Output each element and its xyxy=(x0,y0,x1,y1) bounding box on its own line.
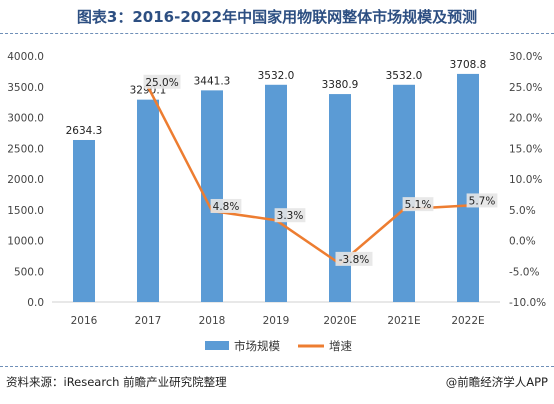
growth-line xyxy=(146,86,469,266)
bar-value-label: 3708.8 xyxy=(450,59,487,71)
bar xyxy=(137,99,159,303)
bar-value-label: 3532.0 xyxy=(258,70,295,82)
bar-value-label: 3380.9 xyxy=(322,79,359,91)
growth-label-bg xyxy=(466,193,498,208)
x-tick-label: 2022E xyxy=(451,315,484,327)
y-left-tick-label: 1000.0 xyxy=(7,236,44,248)
y-right-tick-label: 30.0% xyxy=(509,51,542,63)
y-right-tick-label: 25.0% xyxy=(509,82,542,94)
growth-value-label: -3.8% xyxy=(339,254,369,266)
bar-value-label: 3441.3 xyxy=(194,75,231,87)
bar xyxy=(457,73,479,302)
bar xyxy=(329,94,351,303)
growth-label-bg xyxy=(143,74,181,89)
growth-value-label: 5.7% xyxy=(469,195,496,207)
growth-value-label: 25.0% xyxy=(145,77,178,89)
footer-divider xyxy=(0,366,554,367)
y-left-tick-label: 500.0 xyxy=(14,266,44,278)
legend-label-bar: 市场规模 xyxy=(234,339,280,353)
growth-label-bg xyxy=(402,197,434,212)
x-tick-label: 2018 xyxy=(199,315,226,327)
bar xyxy=(73,139,95,302)
credit-note: @前瞻经济学人APP xyxy=(445,375,548,389)
legend-label-line: 增速 xyxy=(329,339,352,353)
bar-value-label: 3532.0 xyxy=(386,70,423,82)
chart-title: 图表3：2016-2022年中国家用物联网整体市场规模及预测 xyxy=(76,8,478,26)
growth-value-label: 5.1% xyxy=(405,199,432,211)
bar-value-label: 2634.3 xyxy=(66,125,103,137)
y-left-tick-label: 2000.0 xyxy=(7,174,44,186)
growth-value-label: 4.8% xyxy=(213,201,240,213)
y-right-tick-label: -10.0% xyxy=(509,297,546,309)
bar xyxy=(201,90,223,302)
y-right-tick-label: 0.0% xyxy=(509,236,536,248)
y-left-tick-label: 1500.0 xyxy=(7,205,44,217)
y-left-tick-label: 3000.0 xyxy=(7,113,44,125)
growth-label-bg xyxy=(274,208,306,223)
y-right-tick-label: 15.0% xyxy=(509,143,542,155)
x-tick-label: 2021E xyxy=(387,315,420,327)
y-left-tick-label: 2500.0 xyxy=(7,143,44,155)
y-right-tick-label: 20.0% xyxy=(509,113,542,125)
source-note: 资料来源：iResearch 前瞻产业研究院整理 xyxy=(6,375,227,389)
growth-value-label: 3.3% xyxy=(277,210,304,222)
y-left-tick-label: 0.0 xyxy=(27,297,44,309)
x-tick-label: 2020E xyxy=(323,315,356,327)
bar xyxy=(393,84,415,302)
y-right-tick-label: 10.0% xyxy=(509,174,542,186)
y-right-tick-label: 5.0% xyxy=(509,205,536,217)
y-right-tick-label: -5.0% xyxy=(509,266,539,278)
y-left-tick-label: 4000.0 xyxy=(7,51,44,63)
y-left-tick-label: 3500.0 xyxy=(7,82,44,94)
growth-label-bg xyxy=(335,251,373,266)
growth-label-bg xyxy=(210,198,242,213)
x-tick-label: 2019 xyxy=(263,315,290,327)
x-tick-label: 2017 xyxy=(135,315,162,327)
title-divider xyxy=(0,33,554,34)
legend-swatch-bar xyxy=(205,341,229,350)
bar xyxy=(265,84,287,302)
x-tick-label: 2016 xyxy=(71,315,98,327)
